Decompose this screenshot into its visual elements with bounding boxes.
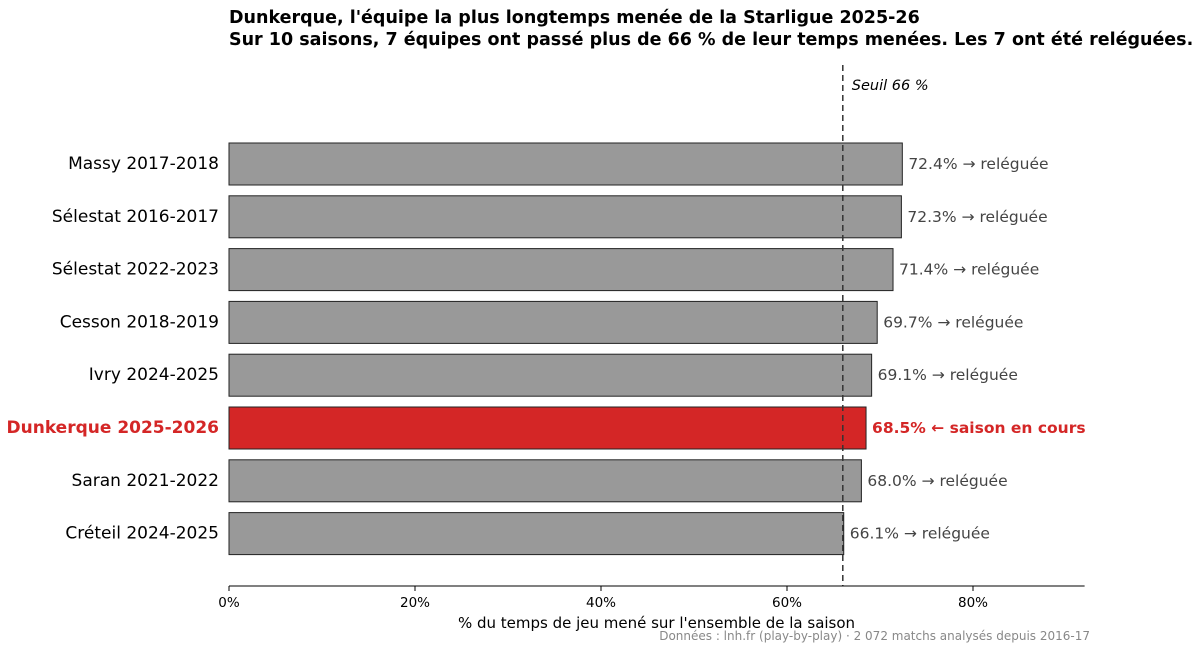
category-label: Dunkerque 2025-2026 bbox=[7, 418, 219, 438]
value-label: 66.1% → reléguée bbox=[850, 525, 990, 543]
category-label: Ivry 2024-2025 bbox=[89, 365, 219, 385]
category-label: Saran 2021-2022 bbox=[72, 471, 219, 491]
bar bbox=[228, 248, 894, 292]
bar bbox=[228, 406, 867, 450]
value-label: 72.3% → reléguée bbox=[907, 208, 1047, 226]
category-label: Sélestat 2022-2023 bbox=[52, 260, 219, 280]
bar bbox=[228, 459, 862, 503]
threshold-label: Seuil 66 % bbox=[852, 78, 929, 94]
x-tick-label: 80% bbox=[958, 595, 988, 611]
value-label: 68.5% ← saison en cours bbox=[872, 419, 1086, 437]
bar bbox=[228, 195, 902, 239]
bar bbox=[228, 353, 873, 397]
x-tick-label: 40% bbox=[586, 595, 616, 611]
chart-subtitle: Sur 10 saisons, 7 équipes ont passé plus… bbox=[229, 30, 1194, 50]
bar bbox=[228, 300, 878, 344]
bar bbox=[228, 142, 903, 186]
value-label: 71.4% → reléguée bbox=[899, 261, 1039, 279]
value-label: 69.1% → reléguée bbox=[878, 366, 1018, 384]
x-tick-label: 60% bbox=[772, 595, 802, 611]
category-label: Sélestat 2016-2017 bbox=[52, 207, 219, 227]
source-note: Données : lnh.fr (play-by-play) · 2 072 … bbox=[659, 629, 1090, 643]
category-label: Cesson 2018-2019 bbox=[60, 312, 219, 332]
category-label: Créteil 2024-2025 bbox=[65, 524, 219, 544]
value-label: 68.0% → reléguée bbox=[867, 472, 1007, 490]
x-axis-label: % du temps de jeu mené sur l'ensemble de… bbox=[458, 614, 855, 632]
x-tick-label: 20% bbox=[400, 595, 430, 611]
category-label: Massy 2017-2018 bbox=[68, 154, 219, 174]
value-label: 72.4% → reléguée bbox=[908, 155, 1048, 173]
bar bbox=[228, 512, 845, 556]
chart-title: Dunkerque, l'équipe la plus longtemps me… bbox=[229, 8, 920, 28]
x-tick-label: 0% bbox=[218, 595, 240, 611]
value-label: 69.7% → reléguée bbox=[883, 313, 1023, 331]
